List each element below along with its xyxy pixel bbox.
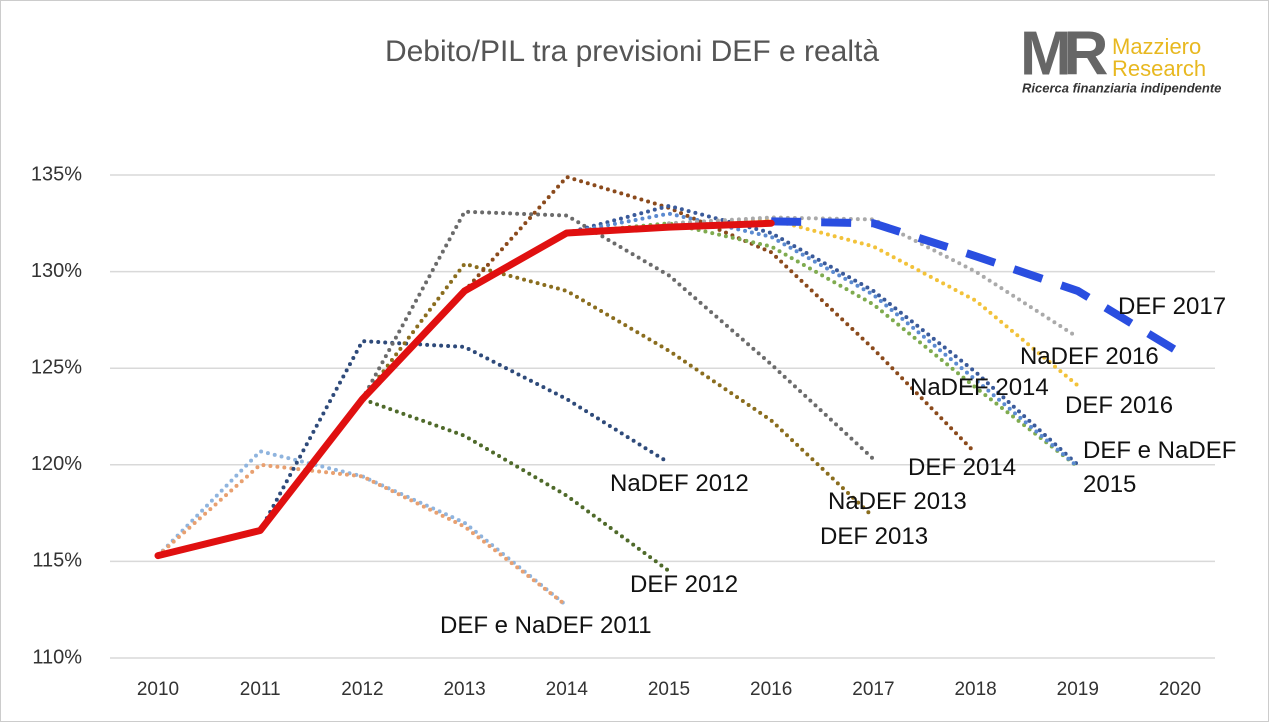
x-tick-label: 2010: [137, 679, 179, 700]
y-tick-label: 130%: [31, 260, 82, 282]
series-line: [360, 261, 876, 519]
x-tick-label: 2012: [341, 679, 383, 700]
series-line: [462, 174, 978, 456]
series-label: DEF 2014: [908, 454, 1017, 481]
x-tick-label: 2017: [852, 679, 894, 700]
x-tick-label: 2011: [240, 679, 281, 700]
x-tick-label: 2016: [750, 679, 792, 700]
x-tick-label: 2018: [954, 679, 996, 700]
series-label: DEF 2016: [1065, 392, 1174, 419]
y-tick-label: 135%: [31, 163, 82, 185]
series-label: DEF 2017: [1118, 293, 1227, 320]
series-label: DEF e NaDEF 2011: [440, 612, 652, 639]
logo-name: Research: [1112, 56, 1206, 81]
series-line: [564, 211, 1080, 469]
series-line: [154, 219, 775, 560]
x-tick-label: 2020: [1159, 679, 1201, 700]
logo-name: Mazziero: [1112, 34, 1201, 59]
logo-tagline: Ricerca finanziaria indipendente: [1022, 80, 1221, 95]
series-label: NaDEF 2013: [828, 488, 967, 515]
x-tick-label: 2015: [648, 679, 690, 700]
series-label: DEF 2012: [630, 571, 739, 598]
x-tick-label: 2014: [546, 679, 589, 700]
chart-title: Debito/PIL tra previsioni DEF e realtà: [385, 35, 879, 68]
y-tick-label: 120%: [31, 453, 82, 475]
y-tick-label: 115%: [32, 550, 82, 572]
series-label: NaDEF 2016: [1020, 343, 1159, 370]
y-tick-label: 125%: [31, 356, 82, 378]
series-line: [156, 462, 569, 608]
x-tick-label: 2019: [1057, 679, 1099, 700]
series-line: [771, 217, 1183, 357]
series-label: NaDEF 2012: [610, 470, 749, 497]
logo-mark: MR: [1020, 19, 1108, 88]
series-label: NaDEF 2014: [910, 374, 1049, 401]
x-tick-label: 2013: [443, 679, 485, 700]
y-tick-label: 110%: [32, 646, 82, 668]
series-label: DEF e NaDEF 2015: [1083, 437, 1237, 498]
series-label: DEF 2013: [820, 523, 929, 550]
series-line: [564, 203, 1080, 467]
